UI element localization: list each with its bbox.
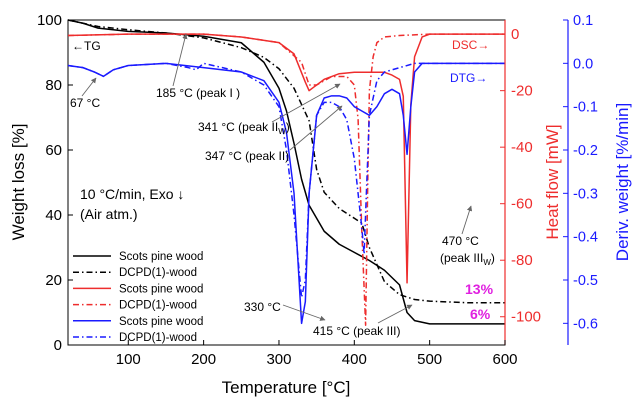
weight-axis-title: Weight loss [%]	[9, 124, 28, 241]
legend-label: Scots pine wood	[119, 316, 203, 328]
peak-185-label: 185 °C (peak I )	[156, 86, 240, 100]
deriv-tick-label: -0.1	[573, 100, 598, 116]
deriv-tick-label: 0.0	[573, 56, 593, 72]
dsc-label: DSC→	[452, 38, 489, 52]
peak-341-text: 341 °C (peak II	[198, 120, 278, 134]
weight-tick-label: 60	[45, 142, 62, 159]
annotation-arrows	[81, 33, 473, 324]
series-heat-dcpd	[67, 33, 505, 326]
heat-tick-label: -20	[511, 83, 533, 100]
residue-13-label: 13%	[465, 281, 494, 297]
residue-6-label: 6%	[470, 306, 491, 322]
arrow-415	[377, 304, 413, 324]
legend-label: DCPD(1)-wood	[119, 267, 197, 279]
arrow-330	[282, 304, 326, 321]
heat-tick-label: -100	[511, 309, 541, 326]
peak-347-label: 347 °C (peak II)	[205, 149, 289, 163]
series-weight-dcpd	[67, 19, 505, 304]
arrow-185	[172, 33, 188, 87]
heat-tick-label: -60	[511, 196, 533, 213]
x-tick-label: 500	[417, 351, 442, 368]
deriv-tick-label: -0.5	[573, 273, 598, 289]
legend-label: DCPD(1)-wood	[119, 300, 197, 312]
weight-tick-label: 20	[45, 272, 62, 289]
peak-470-label-2: (peak IIIW)	[440, 251, 495, 267]
dtg-label: DTG→	[450, 71, 487, 85]
x-tick-label: 100	[116, 351, 141, 368]
conditions-line-1: 10 °C/min, Exo ↓	[80, 186, 184, 202]
weight-tick-label: 80	[45, 77, 62, 94]
arrow-470	[461, 205, 473, 235]
series-weight-pine	[67, 19, 505, 325]
deriv-tick-label: -0.2	[573, 143, 598, 159]
x-axis-title: Temperature [°C]	[222, 378, 351, 397]
x-tick-label: 200	[191, 351, 216, 368]
legend: Scots pine wood DCPD(1)-wood Scots pine wo…	[73, 251, 203, 344]
peak-470-close: )	[491, 251, 495, 265]
heat-tick-label: -40	[511, 139, 533, 156]
weight-tick-label: 0	[54, 337, 62, 354]
legend-label: DCPD(1)-wood	[119, 332, 197, 344]
peak-470-label-1: 470 °C	[442, 234, 479, 248]
legend-label: Scots pine wood	[119, 251, 203, 263]
arrow-67	[81, 77, 97, 97]
peak-341-sub: W	[278, 127, 286, 136]
annotations: ←TG DSC→ DTG→ 10 °C/min, Exo ↓ (Air atm.…	[70, 38, 495, 338]
heat-tick-label: 0	[511, 26, 519, 43]
arrow-347	[289, 105, 343, 151]
arrow-341	[271, 83, 341, 123]
plot-frame	[67, 19, 506, 346]
peak-341-label: 341 °C (peak IIW)	[198, 120, 290, 136]
x-tick-label: 300	[266, 351, 291, 368]
peak-330-label: 330 °C	[244, 300, 281, 314]
legend-label: Scots pine wood	[119, 283, 203, 295]
tg-label: ←TG	[72, 39, 101, 53]
heat-axis-title: Heat flow [mW]	[543, 124, 562, 239]
peak-67-label: 67 °C	[70, 96, 100, 110]
deriv-tick-label: 0.1	[573, 13, 593, 29]
peak-470-sub: W	[483, 258, 491, 267]
peak-341-close: )	[286, 120, 290, 134]
deriv-axis-title: Deriv. weight [%/min]	[613, 103, 632, 261]
deriv-tick-label: -0.4	[573, 230, 598, 246]
weight-tick-label: 40	[45, 207, 62, 224]
deriv-tick-label: -0.6	[573, 316, 598, 332]
deriv-tick-label: -0.3	[573, 186, 598, 202]
series-deriv-dcpd	[67, 62, 505, 299]
x-tick-label: 600	[492, 351, 517, 368]
series-deriv-pine	[67, 62, 505, 325]
conditions-line-2: (Air atm.)	[80, 206, 138, 222]
x-tick-label: 400	[342, 351, 367, 368]
heat-tick-label: -80	[511, 252, 533, 269]
weight-tick-label: 100	[37, 12, 62, 29]
peak-415-label: 415 °C (peak III)	[313, 324, 401, 338]
peak-470-text: (peak III	[440, 251, 483, 265]
